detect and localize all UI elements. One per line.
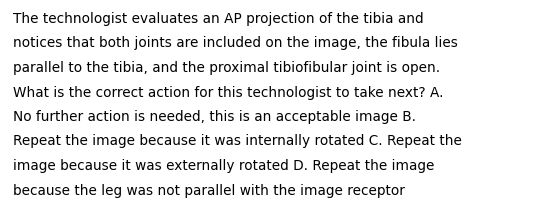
Text: Repeat the image because it was internally rotated C. Repeat the: Repeat the image because it was internal… (13, 135, 462, 149)
Text: No further action is needed, this is an acceptable image B.: No further action is needed, this is an … (13, 110, 416, 124)
Text: because the leg was not parallel with the image receptor: because the leg was not parallel with th… (13, 184, 405, 198)
Text: parallel to the tibia, and the proximal tibiofibular joint is open.: parallel to the tibia, and the proximal … (13, 61, 440, 75)
Text: What is the correct action for this technologist to take next? A.: What is the correct action for this tech… (13, 85, 444, 99)
Text: image because it was externally rotated D. Repeat the image: image because it was externally rotated … (13, 159, 434, 173)
Text: notices that both joints are included on the image, the fibula lies: notices that both joints are included on… (13, 37, 458, 51)
Text: The technologist evaluates an AP projection of the tibia and: The technologist evaluates an AP project… (13, 12, 424, 26)
